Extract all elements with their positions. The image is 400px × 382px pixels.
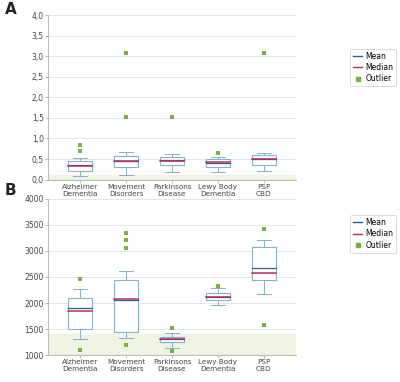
Bar: [206, 293, 230, 300]
Bar: [160, 337, 184, 342]
Bar: [114, 280, 138, 332]
Legend: Mean, Median, Outlier: Mean, Median, Outlier: [350, 215, 396, 253]
Bar: [68, 161, 92, 170]
Text: A: A: [5, 2, 16, 17]
Bar: [114, 156, 138, 167]
Bar: [48, 175, 296, 180]
Bar: [252, 247, 276, 280]
Bar: [160, 157, 184, 165]
Legend: Mean, Median, Outlier: Mean, Median, Outlier: [350, 49, 396, 86]
Bar: [206, 159, 230, 167]
Bar: [68, 298, 92, 329]
Bar: [48, 334, 296, 355]
Bar: [252, 155, 276, 165]
Text: B: B: [5, 183, 16, 198]
